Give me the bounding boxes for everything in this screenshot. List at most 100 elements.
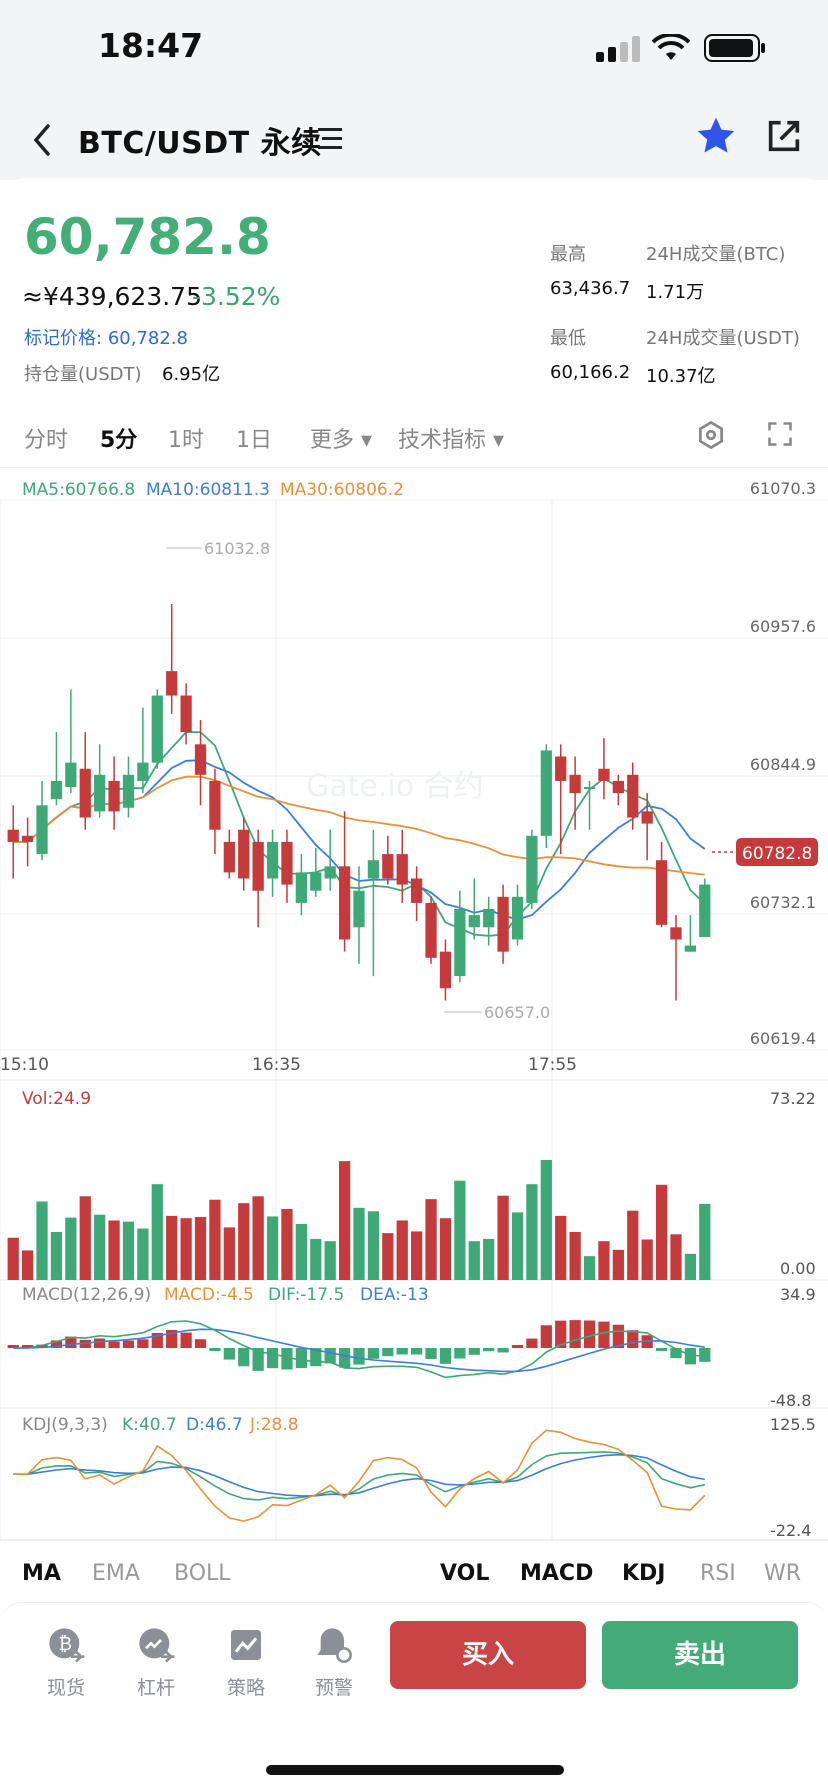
candle-body: [166, 671, 178, 696]
tab-timeline[interactable]: 分时: [24, 428, 69, 453]
indicator-boll[interactable]: BOLL: [174, 1561, 231, 1586]
indicator-wr[interactable]: WR: [764, 1561, 802, 1586]
candle-body: [21, 835, 34, 842]
buy-button[interactable]: 买入: [390, 1621, 586, 1689]
volume-bar: [699, 1203, 711, 1280]
macd-bar: [209, 1348, 221, 1351]
mark-price-label: 标记价格:: [24, 328, 103, 349]
last-price: 60,782.8: [24, 208, 271, 266]
macd-bar: [108, 1341, 120, 1348]
macd-bar: [194, 1339, 207, 1348]
kdj-axis-max: 125.5: [770, 1415, 816, 1434]
candle-body: [511, 896, 524, 940]
kdj-axis-min: -22.4: [770, 1521, 811, 1540]
candle-body: [540, 750, 552, 836]
spot-label: 现货: [46, 1677, 85, 1699]
macd-bar: [583, 1320, 596, 1348]
macd-bar: [238, 1348, 250, 1367]
macd-bar: [324, 1348, 336, 1364]
tab-1day[interactable]: 1日: [236, 428, 272, 453]
macd-bar: [483, 1348, 495, 1352]
macd-bar: [497, 1348, 509, 1353]
signal-icon: [596, 36, 640, 62]
macd-bar: [382, 1348, 394, 1357]
indicator-kdj[interactable]: KDJ: [622, 1561, 666, 1586]
dea-legend: DEA:-13: [360, 1285, 429, 1305]
share-icon[interactable]: [764, 116, 804, 156]
macd-bar: [50, 1340, 63, 1348]
volume-bar: [641, 1239, 653, 1280]
candle-body: [122, 774, 135, 808]
status-bar: 18:47: [0, 0, 828, 100]
price-axis-label: 60619.4: [750, 1029, 816, 1048]
macd-bar: [266, 1348, 279, 1369]
volume-bar: [569, 1231, 581, 1280]
candle-body: [555, 756, 567, 781]
indicator-rsi[interactable]: RSI: [700, 1561, 736, 1586]
volume-bar: [627, 1210, 639, 1280]
kdj-name: KDJ(9,3,3): [22, 1415, 108, 1435]
macd-bar: [598, 1321, 610, 1348]
vol-btc-label: 24H成交量(BTC): [646, 244, 786, 265]
volume-bar: [36, 1201, 48, 1280]
alert-shortcut[interactable]: 预警: [304, 1625, 364, 1700]
dea-line: [13, 1328, 705, 1373]
leverage-shortcut[interactable]: 杠杆: [126, 1625, 186, 1700]
kline-chart[interactable]: Gate.io 合约 MA5:60766.8 MA10:60811.3 MA30…: [0, 468, 828, 1540]
time-label-3: 17:55: [528, 1055, 577, 1075]
candle-body: [396, 854, 408, 885]
macd-bar: [612, 1324, 624, 1348]
tab-1hour[interactable]: 1时: [168, 428, 204, 453]
spot-shortcut[interactable]: ₿ 现货: [36, 1625, 96, 1700]
macd-bar: [353, 1348, 365, 1365]
volume-bar: [382, 1233, 394, 1280]
volume-bar: [598, 1241, 610, 1280]
macd-bar: [166, 1329, 178, 1348]
back-arrow-icon[interactable]: [30, 122, 54, 158]
oi-value: 6.95亿: [162, 364, 221, 385]
macd-bar: [627, 1330, 639, 1348]
candle-body: [180, 695, 192, 733]
indicator-ma[interactable]: MA: [22, 1561, 61, 1586]
menu-lines-icon[interactable]: [318, 126, 344, 152]
volume-bar: [65, 1217, 77, 1280]
volume-bar: [151, 1184, 163, 1280]
vol-usdt-value: 10.37亿: [646, 366, 716, 387]
volume-bar: [266, 1216, 279, 1280]
indicator-vol[interactable]: VOL: [440, 1561, 490, 1586]
macd-bar: [511, 1345, 524, 1348]
volume-bar: [194, 1217, 207, 1280]
low-value: 60,166.2: [550, 362, 631, 383]
favorite-star-icon[interactable]: [694, 114, 738, 158]
candle-body: [295, 872, 307, 903]
strategy-shortcut[interactable]: 策略: [216, 1625, 276, 1700]
tab-5min[interactable]: 5分: [100, 428, 138, 453]
settings-icon[interactable]: [696, 420, 726, 450]
indicator-macd[interactable]: MACD: [520, 1561, 594, 1586]
high-annotation: 61032.8: [204, 539, 270, 558]
pair-title[interactable]: BTC/USDT 永续: [78, 126, 322, 161]
tab-indicators[interactable]: 技术指标 ▾: [398, 428, 505, 453]
candle-body: [238, 829, 250, 879]
volume-bar: [7, 1237, 19, 1280]
macd-bar: [540, 1325, 552, 1348]
candle-body: [684, 945, 697, 952]
volume-bar: [540, 1160, 552, 1280]
candle-body: [526, 835, 538, 903]
volume-bar: [310, 1238, 322, 1280]
macd-axis-max: 34.9: [780, 1285, 816, 1304]
fullscreen-icon[interactable]: [766, 420, 794, 448]
chart-grid: [0, 499, 828, 1540]
macd-bar: [641, 1335, 653, 1348]
candle-body: [367, 860, 380, 879]
candle-body: [310, 872, 322, 891]
time-label-1: 15:10: [0, 1055, 49, 1075]
tab-more[interactable]: 更多 ▾: [310, 428, 373, 453]
macd-legend: MACD:-4.5: [164, 1285, 254, 1305]
candle-body: [50, 780, 63, 800]
volume-bar: [468, 1241, 480, 1280]
indicator-ema[interactable]: EMA: [92, 1561, 140, 1586]
volume-bar: [454, 1180, 466, 1280]
sell-button[interactable]: 卖出: [602, 1621, 798, 1689]
macd-bar: [281, 1348, 293, 1370]
